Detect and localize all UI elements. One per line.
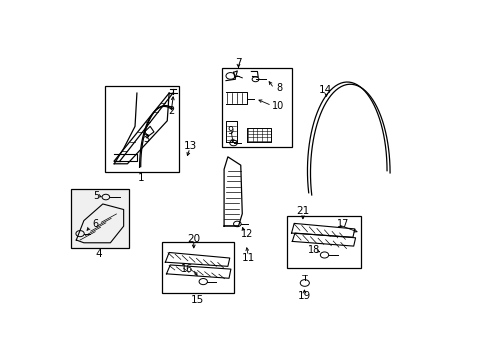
Bar: [222, 68, 292, 147]
Text: 4: 4: [96, 249, 102, 259]
Text: 10: 10: [271, 100, 284, 111]
Text: 11: 11: [241, 253, 254, 263]
Text: 7: 7: [235, 58, 241, 68]
Text: 5: 5: [93, 192, 99, 202]
Text: 6: 6: [92, 219, 98, 229]
Text: 15: 15: [190, 294, 204, 305]
Text: 3: 3: [143, 134, 149, 144]
Text: 20: 20: [187, 234, 200, 244]
Bar: [104, 86, 178, 172]
Text: 21: 21: [296, 206, 309, 216]
Bar: [286, 216, 360, 268]
Text: 14: 14: [318, 85, 331, 95]
Bar: [70, 189, 129, 248]
Text: 9: 9: [227, 126, 233, 136]
Text: 19: 19: [297, 291, 310, 301]
Text: 8: 8: [275, 84, 282, 93]
Text: 12: 12: [240, 229, 252, 239]
Text: 16: 16: [181, 264, 193, 274]
Text: 13: 13: [183, 141, 196, 151]
Bar: [161, 242, 233, 293]
Text: 18: 18: [307, 245, 320, 255]
Text: 1: 1: [138, 173, 144, 183]
Text: 17: 17: [337, 220, 349, 229]
Text: 2: 2: [168, 105, 175, 116]
